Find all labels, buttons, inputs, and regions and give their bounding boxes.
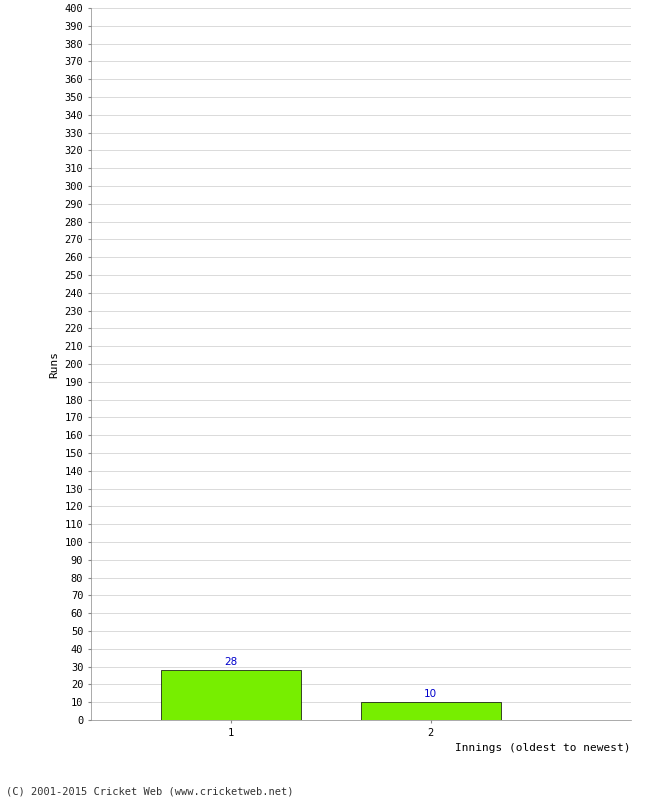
Bar (161, 670, 301, 720)
Text: (C) 2001-2015 Cricket Web (www.cricketweb.net): (C) 2001-2015 Cricket Web (www.cricketwe… (6, 786, 294, 796)
Y-axis label: Runs: Runs (49, 350, 59, 378)
Bar (361, 702, 500, 720)
Text: 10: 10 (424, 689, 437, 698)
Text: 28: 28 (224, 657, 237, 666)
X-axis label: Innings (oldest to newest): Innings (oldest to newest) (455, 743, 630, 753)
